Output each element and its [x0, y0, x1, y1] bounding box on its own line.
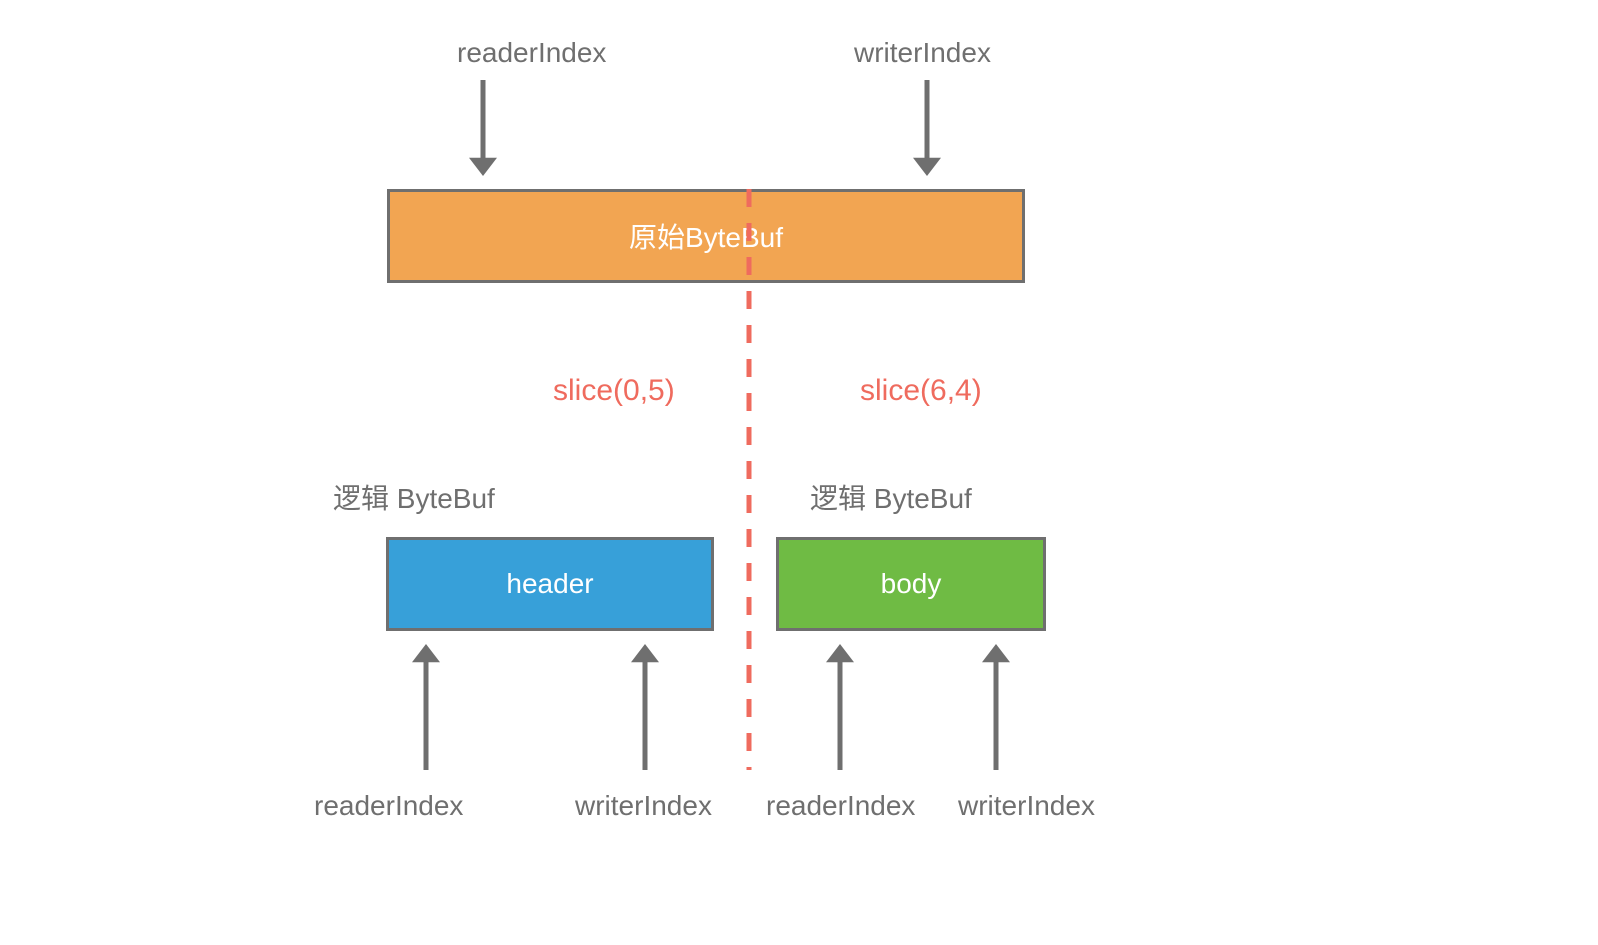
diagram-canvas: 原始ByteBuf header body readerIndex writer… [0, 0, 1598, 945]
connectors-svg [0, 0, 1598, 945]
